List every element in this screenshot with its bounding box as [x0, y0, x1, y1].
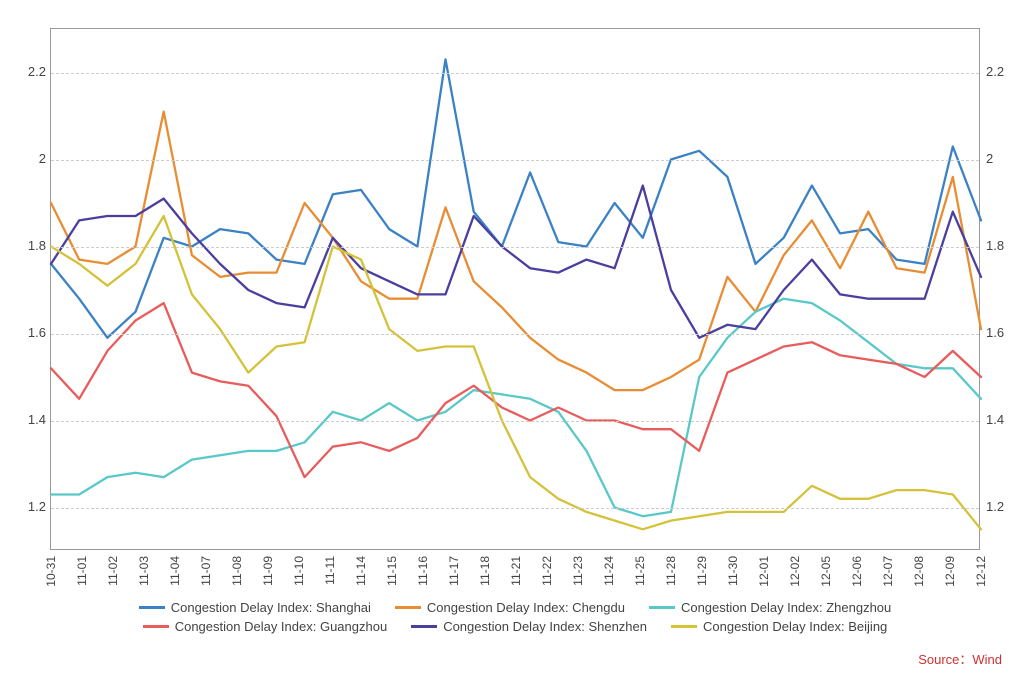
legend-item-beijing: Congestion Delay Index: Beijing	[671, 619, 887, 634]
legend-item-shenzhen: Congestion Delay Index: Shenzhen	[411, 619, 647, 634]
legend-item-guangzhou: Congestion Delay Index: Guangzhou	[143, 619, 387, 634]
x-axis-tick: 11-18	[478, 556, 492, 586]
legend-swatch	[143, 625, 169, 628]
legend-swatch	[649, 606, 675, 609]
legend-label: Congestion Delay Index: Chengdu	[427, 600, 625, 615]
gridline	[51, 334, 979, 335]
series-line-zhengzhou	[51, 299, 981, 517]
gridline	[51, 247, 979, 248]
x-axis-tick: 11-15	[385, 556, 399, 586]
y-axis-tick-right: 1.2	[986, 499, 1004, 514]
y-axis-tick-left: 2	[16, 151, 46, 166]
source-attribution: Source：Wind	[918, 649, 1002, 668]
x-axis-tick: 11-10	[292, 556, 306, 586]
x-axis-tick: 11-24	[602, 556, 616, 586]
y-axis-tick-left: 1.6	[16, 325, 46, 340]
legend-label: Congestion Delay Index: Zhengzhou	[681, 600, 891, 615]
y-axis-tick-right: 2.2	[986, 64, 1004, 79]
x-axis-tick: 11-21	[509, 556, 523, 586]
x-axis-tick: 11-11	[323, 556, 337, 585]
x-axis-tick: 11-08	[230, 556, 244, 586]
legend-swatch	[395, 606, 421, 609]
x-axis-tick: 12-05	[819, 556, 833, 587]
legend-swatch	[139, 606, 165, 609]
x-axis-tick: 11-14	[354, 556, 368, 586]
series-line-chengdu	[51, 112, 981, 391]
x-axis-tick: 12-08	[912, 556, 926, 587]
x-axis-tick: 11-28	[664, 556, 678, 586]
legend-label: Congestion Delay Index: Shenzhen	[443, 619, 647, 634]
y-axis-tick-right: 1.8	[986, 238, 1004, 253]
x-axis-tick: 11-02	[106, 556, 120, 586]
x-axis-tick: 11-03	[137, 556, 151, 586]
legend-label: Congestion Delay Index: Beijing	[703, 619, 887, 634]
legend-item-shanghai: Congestion Delay Index: Shanghai	[139, 600, 371, 615]
x-axis-tick: 11-16	[416, 556, 430, 586]
legend-item-chengdu: Congestion Delay Index: Chengdu	[395, 600, 625, 615]
x-axis-tick: 12-06	[850, 556, 864, 587]
x-axis-tick: 11-23	[571, 556, 585, 586]
x-axis-tick: 11-25	[633, 556, 647, 586]
x-axis-tick: 11-30	[726, 556, 740, 586]
x-axis-tick: 11-17	[447, 556, 461, 586]
legend: Congestion Delay Index: Shanghai Congesti…	[50, 600, 980, 634]
x-axis-tick: 11-01	[75, 556, 89, 586]
y-axis-tick-left: 1.2	[16, 499, 46, 514]
x-axis-tick: 10-31	[44, 556, 58, 587]
x-axis-tick: 11-07	[199, 556, 213, 586]
gridline	[51, 508, 979, 509]
legend-item-zhengzhou: Congestion Delay Index: Zhengzhou	[649, 600, 891, 615]
plot-area	[50, 28, 980, 550]
gridline	[51, 73, 979, 74]
gridline	[51, 160, 979, 161]
line-series-layer	[51, 29, 981, 551]
x-axis-tick: 12-01	[757, 556, 771, 587]
y-axis-tick-right: 1.4	[986, 412, 1004, 427]
x-axis-tick: 12-07	[881, 556, 895, 587]
y-axis-tick-right: 1.6	[986, 325, 1004, 340]
x-axis-tick: 11-22	[540, 556, 554, 586]
congestion-line-chart: Congestion Delay Index: Shanghai Congesti…	[10, 10, 1014, 672]
y-axis-tick-left: 1.4	[16, 412, 46, 427]
gridline	[51, 421, 979, 422]
series-line-shanghai	[51, 59, 981, 337]
x-axis-tick: 11-09	[261, 556, 275, 586]
legend-swatch	[671, 625, 697, 628]
x-axis-tick: 12-12	[974, 556, 988, 587]
x-axis-tick: 12-02	[788, 556, 802, 587]
legend-label: Congestion Delay Index: Guangzhou	[175, 619, 387, 634]
legend-label: Congestion Delay Index: Shanghai	[171, 600, 371, 615]
y-axis-tick-left: 1.8	[16, 238, 46, 253]
legend-swatch	[411, 625, 437, 628]
x-axis-tick: 11-29	[695, 556, 709, 586]
x-axis-tick: 11-04	[168, 556, 182, 586]
y-axis-tick-left: 2.2	[16, 64, 46, 79]
x-axis-tick: 12-09	[943, 556, 957, 587]
y-axis-tick-right: 2	[986, 151, 993, 166]
